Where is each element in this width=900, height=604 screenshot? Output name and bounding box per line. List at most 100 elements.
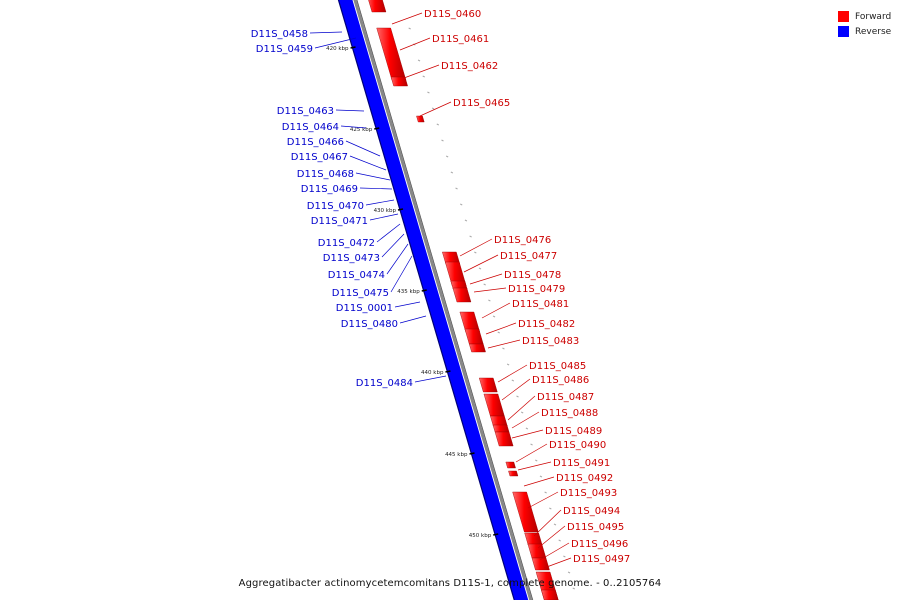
label-leader-line — [523, 476, 555, 487]
forward-gene-D11S_0497[interactable] — [541, 589, 559, 601]
track-dot — [445, 155, 449, 158]
forward-gene-D11S_0493[interactable] — [524, 532, 543, 546]
gene-label-D11S_0485[interactable]: D11S_0485 — [529, 361, 586, 372]
legend-label-forward: Forward — [855, 11, 892, 22]
position-ticks: 420 kbp 425 kbp 430 kbp 435 kbp 440 kbp 445 k… — [326, 46, 499, 539]
gene-label-D11S_0465[interactable]: D11S_0465 — [453, 98, 510, 109]
track-dot — [572, 587, 575, 590]
gene-label-D11S_0495[interactable]: D11S_0495 — [567, 522, 624, 533]
gene-label-D11S_0488[interactable]: D11S_0488 — [541, 408, 598, 419]
gene-label-D11S_0476[interactable]: D11S_0476 — [494, 235, 551, 246]
gene-label-D11S_0463[interactable]: D11S_0463 — [277, 106, 334, 117]
label-leader-line — [349, 155, 387, 171]
tick-label: 435 kbp — [397, 289, 420, 295]
label-leader-line — [381, 233, 405, 258]
gene-label-D11S_0472[interactable]: D11S_0472 — [318, 238, 375, 249]
legend-item-forward[interactable]: Forward — [838, 9, 891, 24]
gene-label-D11S_0494[interactable]: D11S_0494 — [563, 506, 620, 517]
forward-gene-D11S_0494[interactable] — [527, 543, 547, 559]
gene-label-D11S_0471[interactable]: D11S_0471 — [311, 216, 368, 227]
track-dot — [511, 379, 515, 382]
forward-gene-D11S_0495[interactable] — [531, 557, 550, 571]
track-dot — [431, 107, 435, 110]
label-leader-line — [511, 429, 544, 439]
track-dot — [422, 75, 425, 78]
forward-gene-D11S_0485[interactable] — [478, 377, 498, 393]
label-leader-line — [511, 411, 540, 429]
track-dot — [549, 507, 552, 510]
gene-label-D11S_0467[interactable]: D11S_0467 — [291, 152, 348, 163]
gene-label-D11S_0470[interactable]: D11S_0470 — [307, 201, 364, 212]
gene-label-D11S_0464[interactable]: D11S_0464 — [282, 122, 339, 133]
forward-gene-D11S_0488[interactable] — [492, 424, 510, 433]
label-leader-line — [394, 301, 421, 308]
reverse-swatch-icon — [838, 26, 849, 37]
tick-mark — [421, 289, 427, 292]
tick-label: 430 kbp — [374, 208, 397, 214]
label-leader-line — [501, 378, 531, 401]
forward-gene-D11S_0489[interactable] — [494, 431, 514, 447]
gene-label-D11S_0461[interactable]: D11S_0461 — [432, 34, 489, 45]
gene-label-D11S_0473[interactable]: D11S_0473 — [323, 253, 380, 264]
label-leader-line — [517, 461, 552, 471]
gene-label-D11S_0475[interactable]: D11S_0475 — [332, 288, 389, 299]
forward-gene-D11S_0490[interactable] — [505, 461, 516, 469]
forward-gene-D11S_0482[interactable] — [464, 328, 484, 345]
label-leader-line — [345, 140, 381, 157]
tick-mark — [397, 208, 404, 211]
gene-label-D11S_0489[interactable]: D11S_0489 — [545, 426, 602, 437]
label-leader-line — [314, 37, 357, 49]
track-dot — [516, 395, 519, 398]
gene-label-D11S_0481[interactable]: D11S_0481 — [512, 299, 569, 310]
label-leader-line — [459, 238, 493, 257]
gene-label-D11S_0493[interactable]: D11S_0493 — [560, 488, 617, 499]
forward-gene-D11S_0465[interactable] — [416, 115, 425, 123]
gene-label-D11S_0479[interactable]: D11S_0479 — [508, 284, 565, 295]
forward-gene-D11S_0487[interactable] — [490, 415, 508, 427]
forward-gene-D11S_0461[interactable] — [376, 27, 407, 81]
gene-label-D11S_0497[interactable]: D11S_0497 — [573, 554, 630, 565]
gene-label-D11S_0462[interactable]: D11S_0462 — [441, 61, 498, 72]
gene-label-D11S_0482[interactable]: D11S_0482 — [518, 319, 575, 330]
track-dot — [525, 427, 529, 430]
gene-label-D11S_0478[interactable]: D11S_0478 — [504, 270, 561, 281]
gene-label-D11S_0477[interactable]: D11S_0477 — [500, 251, 557, 262]
gene-label-D11S_0001[interactable]: D11S_0001 — [336, 303, 393, 314]
gene-label-D11S_0483[interactable]: D11S_0483 — [522, 336, 579, 347]
gene-label-D11S_0484[interactable]: D11S_0484 — [356, 378, 413, 389]
label-leader-line — [537, 525, 566, 549]
gene-label-D11S_0486[interactable]: D11S_0486 — [532, 375, 589, 386]
gene-label-D11S_0469[interactable]: D11S_0469 — [301, 184, 358, 195]
forward-gene-D11S_0492[interactable] — [512, 491, 539, 533]
gene-label-D11S_0460[interactable]: D11S_0460 — [424, 9, 481, 20]
forward-gene-D11S_0460[interactable] — [366, 0, 387, 13]
gene-label-D11S_0459[interactable]: D11S_0459 — [256, 44, 313, 55]
gene-label-D11S_0492[interactable]: D11S_0492 — [556, 473, 613, 484]
track-dot — [408, 27, 411, 30]
label-leader-line — [497, 364, 528, 383]
gene-label-D11S_0466[interactable]: D11S_0466 — [287, 137, 344, 148]
forward-gene-D11S_0486[interactable] — [483, 393, 505, 417]
gene-label-D11S_0490[interactable]: D11S_0490 — [549, 440, 606, 451]
gene-label-D11S_0458[interactable]: D11S_0458 — [251, 29, 308, 40]
map-caption: Aggregatibacter actinomycetemcomitans D1… — [238, 578, 662, 589]
track-dot — [488, 299, 491, 302]
label-leader-line — [487, 339, 521, 349]
gene-label-D11S_0468[interactable]: D11S_0468 — [297, 169, 354, 180]
gene-label-D11S_0496[interactable]: D11S_0496 — [571, 539, 628, 550]
gene-label-D11S_0487[interactable]: D11S_0487 — [537, 392, 594, 403]
label-leader-line — [414, 375, 447, 383]
forward-gene-D11S_0491[interactable] — [508, 470, 519, 477]
forward-gene-D11S_0483[interactable] — [468, 343, 486, 353]
forward-gene-D11S_0462[interactable] — [390, 76, 408, 87]
gene-label-D11S_0491[interactable]: D11S_0491 — [553, 458, 610, 469]
gene-label-D11S_0474[interactable]: D11S_0474 — [328, 270, 385, 281]
gene-label-D11S_0480[interactable]: D11S_0480 — [341, 319, 398, 330]
label-leader-line — [463, 254, 499, 273]
backbone-line-shadow — [356, 0, 535, 604]
forward-gene-D11S_0479[interactable] — [452, 287, 472, 303]
legend-item-reverse[interactable]: Reverse — [838, 24, 891, 39]
tick-mark — [350, 46, 356, 49]
